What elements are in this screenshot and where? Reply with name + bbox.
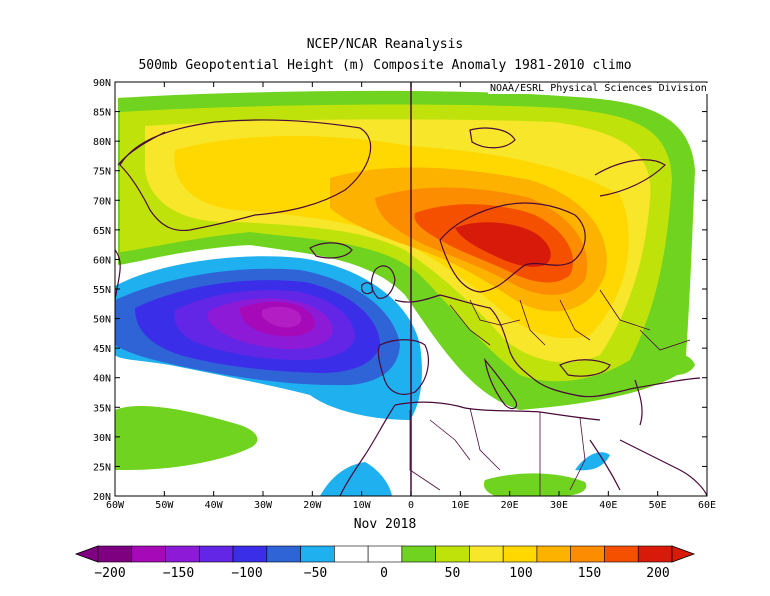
colorbar-swatch [266, 545, 301, 563]
colorbar-low-arrow [74, 545, 99, 563]
contour-plus-50-east [660, 353, 695, 376]
contour-minus-175 [262, 306, 302, 328]
lon-tick-label: 40E [599, 500, 617, 511]
iberia-coast [377, 339, 429, 395]
canadian-arctic-coast [117, 131, 166, 166]
lat-tick-label: 45N [93, 344, 111, 355]
colorbar-swatch [536, 545, 572, 563]
colorbar-swatch [604, 545, 639, 563]
colorbar-swatch [131, 545, 166, 563]
lon-tick-label: 50W [155, 500, 174, 511]
lat-tick-label: 75N [93, 167, 111, 178]
colorbar-swatch [637, 545, 673, 563]
colorbar-swatch [570, 545, 605, 563]
colorbar-swatch [198, 545, 234, 563]
lon-tick-label: 10W [353, 500, 372, 511]
colorbar-label: 0 [380, 566, 388, 581]
labrador-coast [115, 249, 121, 301]
lon-tick-label: 60W [106, 500, 125, 511]
latitude-axis: 20N 25N 30N 35N 40N 45N 50N 55N 60N 65N 70N 75N 80N 8… [93, 78, 707, 503]
contour-minus-50-africa [320, 462, 392, 496]
greenland-coast [119, 119, 372, 232]
lon-tick-label: 60E [698, 500, 716, 511]
colorbar-label: −200 [94, 566, 125, 581]
novaya-zemlya-coast [594, 159, 666, 197]
lon-tick-label: 30E [550, 500, 568, 511]
chart-title: NCEP/NCAR Reanalysis [306, 37, 464, 52]
chart-subtitle: 500mb Geopotential Height (m) Composite … [138, 58, 632, 73]
arabia-coast [619, 439, 707, 496]
colorbar-high-arrow [671, 545, 696, 563]
lat-tick-label: 65N [93, 226, 111, 237]
coastlines [115, 119, 707, 496]
north-africa-coast [394, 401, 601, 421]
colorbar-swatch [97, 545, 133, 563]
colorbar-swatch [435, 545, 470, 563]
colorbar-swatch [401, 545, 436, 563]
colorbar-label: −100 [231, 566, 262, 581]
colorbar-swatch [334, 545, 369, 563]
colorbar-label: −150 [163, 566, 194, 581]
caspian-coast [634, 379, 643, 426]
colorbar-label: 200 [646, 566, 669, 581]
map-field [115, 82, 707, 496]
lon-tick-label: 20E [501, 500, 519, 511]
colorbar: −200 −150 −100 −50 0 50 100 150 200 [74, 545, 696, 581]
lat-tick-label: 55N [93, 285, 111, 296]
ireland-coast [361, 282, 373, 295]
date-label: Nov 2018 [353, 517, 417, 532]
lon-tick-label: 40W [205, 500, 224, 511]
europe-coast [394, 294, 701, 398]
italy-coast [484, 357, 518, 410]
lon-tick-label: 50E [649, 500, 667, 511]
contour-plus-190 [455, 222, 551, 267]
lat-tick-label: 30N [93, 433, 111, 444]
colorbar-swatch [300, 545, 335, 563]
colorbar-label: −50 [304, 566, 327, 581]
black-sea-coast [559, 359, 611, 377]
iceland-coast [309, 242, 353, 259]
lat-tick-label: 25N [93, 462, 111, 473]
colorbar-swatch [502, 545, 538, 563]
colorbar-swatch [367, 545, 403, 563]
scandinavia-coast [439, 202, 586, 293]
west-africa-coast [339, 404, 396, 496]
lat-tick-label: 50N [93, 315, 111, 326]
credit-label: NOAA/ESRL Physical Sciences Division [488, 83, 709, 94]
colorbar-swatch [232, 545, 268, 563]
colorbar-swatch [165, 545, 200, 563]
lat-tick-label: 70N [93, 196, 111, 207]
lon-tick-label: 30W [254, 500, 273, 511]
lat-tick-label: 85N [93, 108, 111, 119]
lon-tick-label: 10E [451, 500, 469, 511]
lat-tick-label: 80N [93, 137, 111, 148]
colorbar-label: 150 [578, 566, 601, 581]
lon-tick-label: 20W [303, 500, 322, 511]
lat-tick-label: 90N [93, 78, 111, 89]
lat-tick-label: 20N [93, 492, 111, 503]
lat-tick-label: 40N [93, 374, 111, 385]
contour-plus-50-atlantic [115, 405, 258, 470]
lat-tick-label: 60N [93, 255, 111, 266]
svalbard-coast [469, 127, 516, 149]
contour-plus-50-atlas [483, 473, 587, 496]
lon-tick-label: 0 [408, 500, 414, 511]
lat-tick-label: 35N [93, 403, 111, 414]
red-sea-coast [589, 439, 621, 491]
colorbar-label: 50 [445, 566, 461, 581]
longitude-axis: 60W 50W 40W 30W 20W 10W 0 10E 20E 30E 40E 50E 60E [106, 82, 716, 511]
borders [409, 289, 691, 496]
colorbar-label: 100 [509, 566, 532, 581]
colorbar-swatch [469, 545, 504, 563]
